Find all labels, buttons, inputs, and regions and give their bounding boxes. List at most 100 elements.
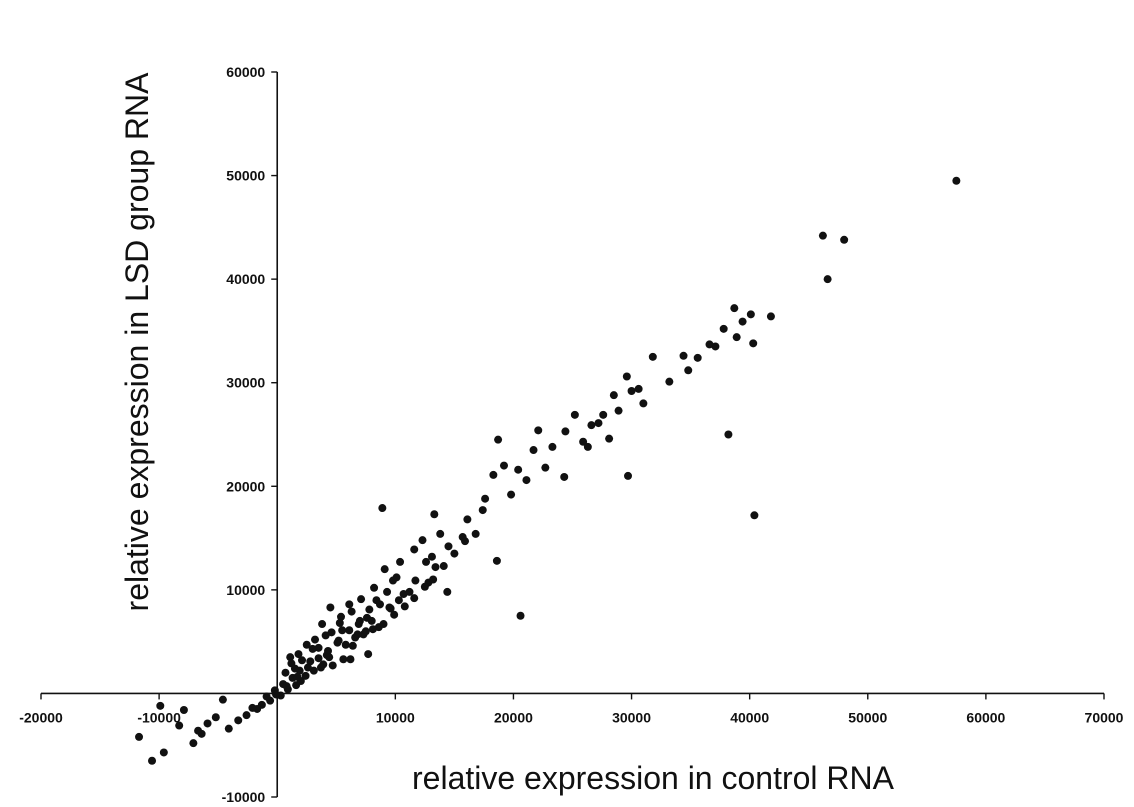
data-point xyxy=(439,562,448,571)
data-point xyxy=(281,668,290,677)
data-point xyxy=(316,663,325,672)
y-tick-label: 60000 xyxy=(226,64,265,80)
data-point xyxy=(156,701,165,710)
data-point xyxy=(411,576,420,585)
data-point xyxy=(234,716,243,725)
data-point xyxy=(522,476,531,485)
data-point xyxy=(159,748,168,757)
data-point xyxy=(514,465,523,474)
data-point xyxy=(719,324,728,333)
data-point xyxy=(494,435,503,444)
data-point xyxy=(605,434,614,443)
data-point xyxy=(370,583,379,592)
data-point xyxy=(368,625,377,634)
data-point xyxy=(308,644,317,653)
data-point xyxy=(639,399,648,408)
x-tick-label: 70000 xyxy=(1085,709,1124,725)
data-point xyxy=(218,695,227,704)
data-point xyxy=(248,703,257,712)
data-point xyxy=(345,600,354,609)
data-point xyxy=(367,616,376,625)
data-point xyxy=(290,664,299,673)
data-point xyxy=(348,641,357,650)
data-point xyxy=(242,711,251,720)
data-point xyxy=(361,627,370,636)
data-point xyxy=(560,472,569,481)
data-point xyxy=(337,612,346,621)
axes xyxy=(41,72,1104,797)
y-tick-label: 30000 xyxy=(226,375,265,391)
data-point xyxy=(679,351,688,360)
x-tick-label: 20000 xyxy=(494,709,533,725)
data-point xyxy=(282,682,291,691)
data-point xyxy=(211,713,220,722)
data-point xyxy=(410,545,419,554)
data-point xyxy=(614,406,623,415)
data-point xyxy=(380,565,389,574)
data-point xyxy=(311,635,320,644)
data-point xyxy=(724,430,733,439)
data-point xyxy=(665,377,674,386)
data-point xyxy=(301,671,310,680)
data-point xyxy=(378,504,387,513)
data-point xyxy=(353,630,362,639)
y-tick-label: -10000 xyxy=(222,789,266,805)
y-tick-label: 10000 xyxy=(226,582,265,598)
data-point xyxy=(952,176,961,185)
data-point xyxy=(823,275,832,284)
data-point xyxy=(430,510,439,519)
data-point xyxy=(179,706,188,714)
data-point xyxy=(357,595,366,604)
data-point xyxy=(684,366,693,375)
data-point xyxy=(534,426,543,435)
data-point xyxy=(327,628,336,637)
data-point xyxy=(175,721,184,730)
data-point xyxy=(693,353,702,362)
data-point xyxy=(471,529,480,538)
data-point xyxy=(194,726,203,735)
data-point xyxy=(303,663,312,672)
y-tick-label: 40000 xyxy=(226,271,265,287)
data-point xyxy=(365,605,374,614)
data-point xyxy=(436,529,445,538)
data-point xyxy=(335,619,344,627)
data-point xyxy=(599,410,608,419)
data-point xyxy=(341,640,350,649)
data-point xyxy=(489,470,498,479)
data-point xyxy=(594,419,603,428)
data-point xyxy=(318,620,327,629)
data-point xyxy=(410,594,419,603)
data-point xyxy=(203,719,212,728)
data-point xyxy=(732,333,741,342)
data-point xyxy=(314,654,323,663)
data-point xyxy=(624,471,633,480)
y-tick-label: 20000 xyxy=(226,478,265,494)
data-point xyxy=(429,575,438,584)
data-point xyxy=(749,339,758,348)
data-point xyxy=(148,756,157,765)
data-point xyxy=(224,724,233,733)
data-point xyxy=(383,587,392,596)
data-point xyxy=(529,446,538,455)
data-point xyxy=(570,410,579,419)
data-point xyxy=(418,536,427,545)
data-point xyxy=(272,690,281,699)
data-point xyxy=(492,556,501,565)
data-point xyxy=(766,312,775,321)
data-point xyxy=(400,602,409,611)
data-point xyxy=(420,582,429,591)
data-point xyxy=(450,549,459,558)
data-point xyxy=(627,387,636,395)
data-point xyxy=(443,587,452,596)
data-point xyxy=(302,640,311,649)
data-point xyxy=(499,461,508,470)
data-point xyxy=(347,607,356,616)
data-point xyxy=(746,310,755,319)
data-point xyxy=(463,515,472,524)
data-point xyxy=(394,596,403,605)
y-axis-title: relative expression in LSD group RNA xyxy=(119,72,155,612)
data-point xyxy=(309,666,318,675)
data-point xyxy=(561,427,570,436)
data-point xyxy=(390,610,399,619)
